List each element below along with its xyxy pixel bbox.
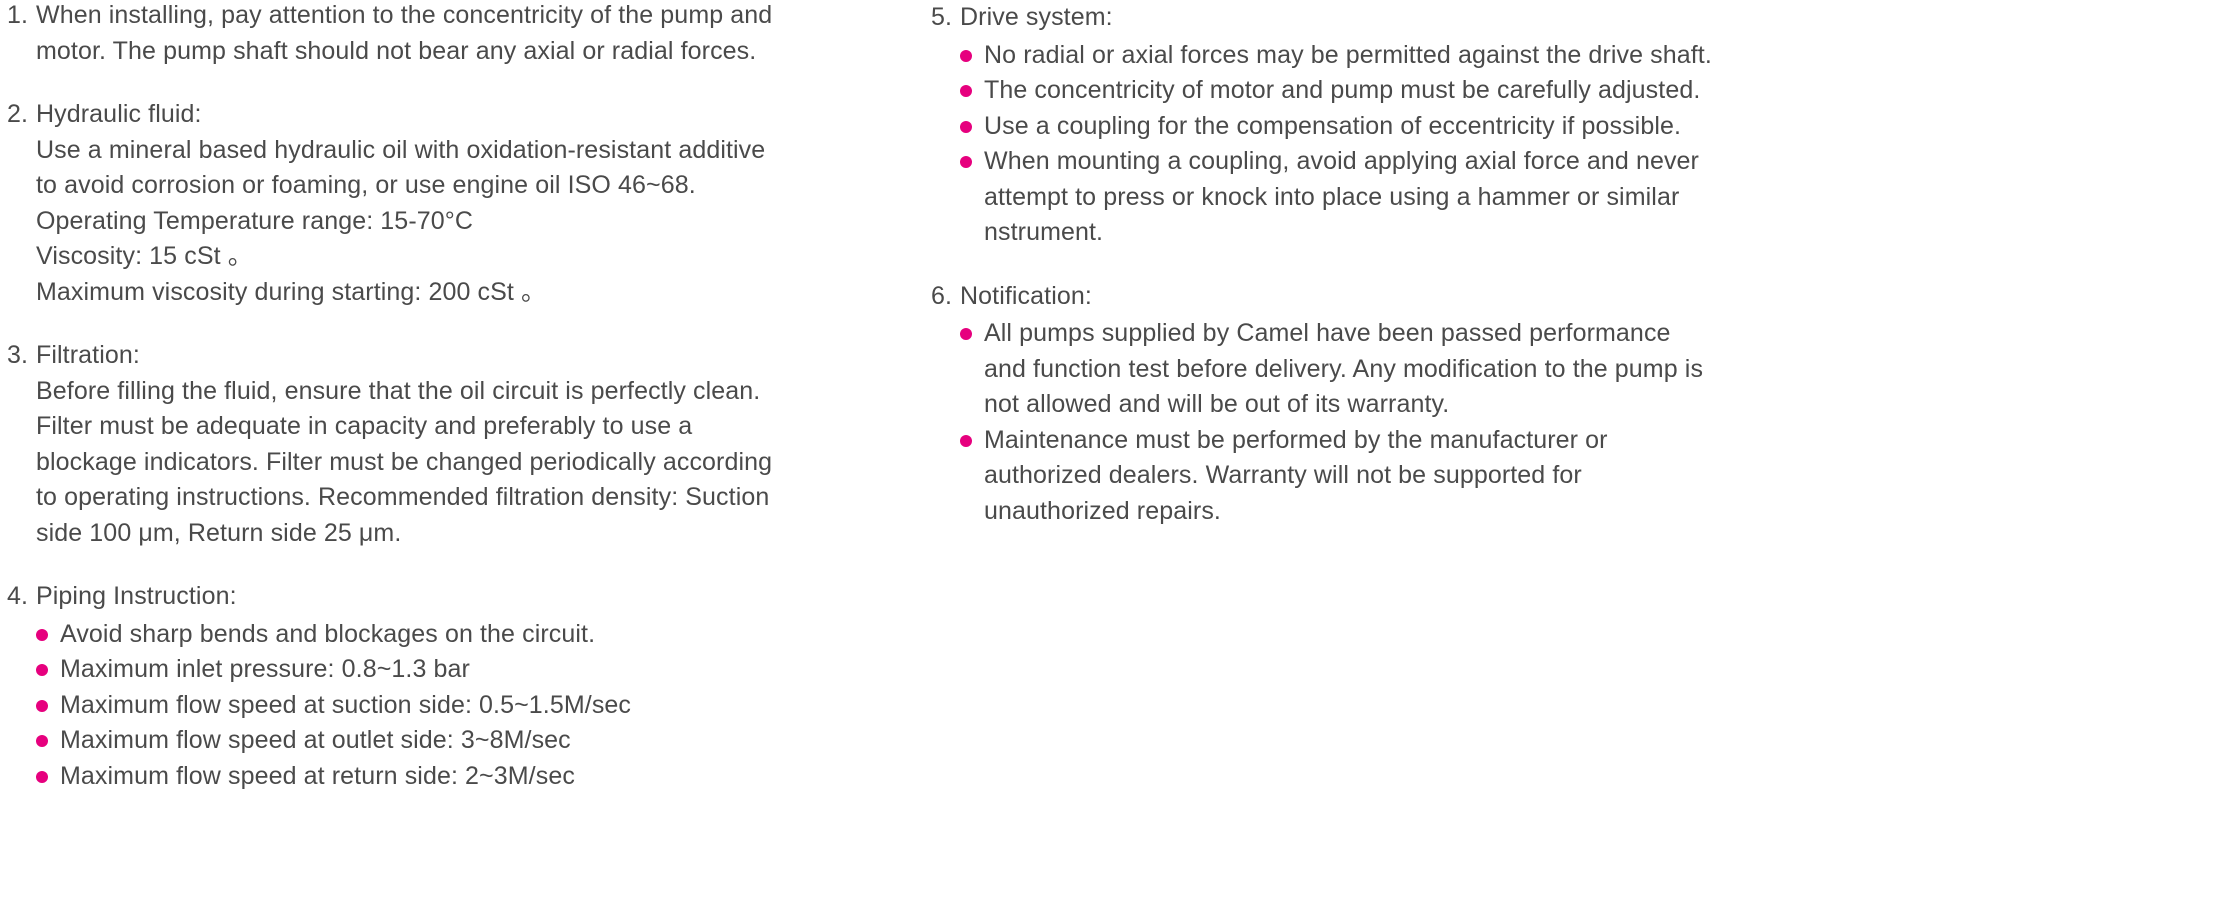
bullet-item: Avoid sharp bends and blockages on the c…	[36, 617, 780, 653]
item-4-piping: Piping Instruction: Avoid sharp bends an…	[0, 579, 780, 794]
bullet-text: Maximum flow speed at suction side: 0.5~…	[60, 691, 631, 719]
bullet-item: Maximum flow speed at return side: 2~3M/…	[36, 759, 780, 795]
bullet-item: Use a coupling for the compensation of e…	[960, 109, 1714, 145]
bullet-item: When mounting a coupling, avoid applying…	[960, 144, 1714, 251]
bullet-text: Avoid sharp bends and blockages on the c…	[60, 620, 595, 648]
item-title: Filtration:	[36, 341, 140, 369]
bullet-list: Avoid sharp bends and blockages on the c…	[36, 617, 780, 795]
bullet-text: Maximum inlet pressure: 0.8~1.3 bar	[60, 655, 470, 683]
left-column: When installing, pay attention to the co…	[0, 0, 780, 822]
bullet-text: The concentricity of motor and pump must…	[984, 76, 1700, 104]
item-title: Hydraulic fluid:	[36, 100, 202, 128]
item-2-hydraulic-fluid: Hydraulic fluid: Use a mineral based hyd…	[0, 97, 780, 310]
bullet-text: No radial or axial forces may be permitt…	[984, 41, 1712, 69]
bullet-item: Maintenance must be performed by the man…	[960, 423, 1714, 530]
item-body: Use a mineral based hydraulic oil with o…	[36, 133, 780, 311]
bullet-item: No radial or axial forces may be permitt…	[960, 38, 1714, 74]
bullet-text: When mounting a coupling, avoid applying…	[984, 147, 1699, 246]
bullet-text: Use a coupling for the compensation of e…	[984, 112, 1681, 140]
bullet-text: Maximum flow speed at outlet side: 3~8M/…	[60, 726, 571, 754]
bullet-item: Maximum inlet pressure: 0.8~1.3 bar	[36, 652, 780, 688]
item-3-filtration: Filtration: Before filling the fluid, en…	[0, 338, 780, 551]
bullet-text: Maximum flow speed at return side: 2~3M/…	[60, 762, 575, 790]
bullet-list: All pumps supplied by Camel have been pa…	[960, 316, 1714, 529]
body-line: Operating Temperature range: 15-70°C	[36, 204, 780, 240]
bullet-text: All pumps supplied by Camel have been pa…	[984, 319, 1703, 418]
body-line: Viscosity: 15 cSt 。	[36, 239, 780, 275]
item-1-installation: When installing, pay attention to the co…	[0, 0, 780, 69]
item-5-drive-system: Drive system: No radial or axial forces …	[924, 0, 1714, 251]
item-body: Before filling the fluid, ensure that th…	[36, 374, 780, 552]
bullet-item: All pumps supplied by Camel have been pa…	[960, 316, 1714, 423]
numbered-list-right: Drive system: No radial or axial forces …	[924, 0, 1714, 529]
bullet-item: The concentricity of motor and pump must…	[960, 73, 1714, 109]
item-title: Piping Instruction:	[36, 582, 237, 610]
right-column: Drive system: No radial or axial forces …	[900, 0, 1714, 822]
bullet-text: Maintenance must be performed by the man…	[984, 426, 1608, 525]
body-line: Maximum viscosity during starting: 200 c…	[36, 275, 780, 311]
numbered-list-left: When installing, pay attention to the co…	[0, 0, 780, 794]
item-title: Drive system:	[960, 3, 1113, 31]
item-title: Notification:	[960, 282, 1092, 310]
item-6-notification: Notification: All pumps supplied by Came…	[924, 279, 1714, 530]
item-body: When installing, pay attention to the co…	[36, 0, 780, 69]
instruction-page: When installing, pay attention to the co…	[0, 0, 2236, 822]
bullet-list: No radial or axial forces may be permitt…	[960, 38, 1714, 251]
bullet-item: Maximum flow speed at outlet side: 3~8M/…	[36, 723, 780, 759]
body-line: Use a mineral based hydraulic oil with o…	[36, 133, 780, 204]
bullet-item: Maximum flow speed at suction side: 0.5~…	[36, 688, 780, 724]
